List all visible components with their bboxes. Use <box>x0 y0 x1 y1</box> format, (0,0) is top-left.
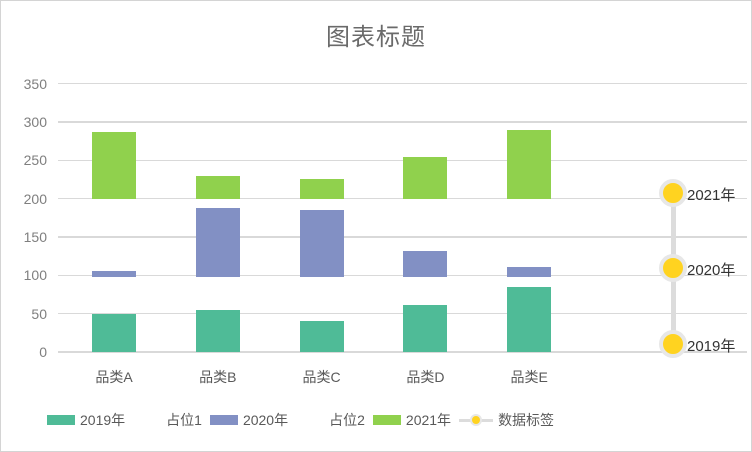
y-axis-tick-label: 0 <box>39 344 47 360</box>
gridline <box>58 312 747 315</box>
legend-swatch <box>296 415 324 425</box>
bar-segment-2021年[interactable] <box>92 131 136 199</box>
gridline <box>58 197 747 200</box>
y-axis-tick-label: 250 <box>23 152 47 169</box>
legend-label: 2020年 <box>242 412 289 428</box>
legend-item-2020年[interactable]: 2020年 <box>209 410 289 430</box>
data-label-marker-icon <box>459 414 494 426</box>
x-axis-category-label: 品类A <box>95 369 133 385</box>
bar-segment-2020年[interactable] <box>403 250 448 277</box>
bar-segment-2019年[interactable] <box>507 286 552 352</box>
bar-segment-2019年[interactable] <box>195 309 240 352</box>
chart-title: 图表标题 <box>326 24 426 51</box>
legend-item-占位2[interactable]: 占位2 <box>296 410 365 430</box>
legend-swatch <box>372 415 401 425</box>
x-axis-category-label: 品类E <box>510 369 548 385</box>
bar-segment-2019年[interactable] <box>403 305 448 352</box>
legend-item-2019年[interactable]: 2019年 <box>47 410 125 430</box>
legend-label: 2021年 <box>405 412 452 428</box>
gridline <box>58 121 747 123</box>
legend-item-占位1[interactable]: 占位1 <box>133 410 202 430</box>
bar-segment-2021年[interactable] <box>299 178 344 199</box>
legend-swatch <box>209 415 238 425</box>
bar-segment-2020年[interactable] <box>299 210 344 277</box>
gridline <box>58 236 747 238</box>
data-label-text: 2019年 <box>687 338 736 356</box>
bar-segment-2019年[interactable] <box>299 320 344 352</box>
gridline <box>58 82 747 85</box>
legend-item-2021年[interactable]: 2021年 <box>372 410 452 430</box>
gridline <box>58 274 747 277</box>
data-label-text: 2021年 <box>687 187 736 205</box>
gridline <box>58 159 747 162</box>
data-label-dot-icon[interactable] <box>659 253 687 282</box>
bar-segment-2021年[interactable] <box>507 129 552 199</box>
bar-segment-2020年[interactable] <box>195 207 240 277</box>
legend-label: 数据标签 <box>498 412 555 428</box>
bar-segment-2020年[interactable] <box>507 266 552 277</box>
x-axis-category-label: 品类C <box>302 369 341 385</box>
y-axis-tick-label: 300 <box>23 114 47 131</box>
y-axis-tick-label: 350 <box>23 75 47 92</box>
bar-segment-2021年[interactable] <box>195 175 240 199</box>
y-axis-tick-label: 100 <box>23 267 47 284</box>
y-axis-tick-label: 200 <box>23 190 47 207</box>
legend-label: 2019年 <box>80 412 126 428</box>
gridline <box>58 351 747 353</box>
bar-segment-2020年[interactable] <box>92 270 136 277</box>
x-axis-category-label: 品类B <box>199 369 237 385</box>
legend-label: 占位2 <box>329 412 365 428</box>
chart-legend: 2019年 占位1 2020年 占位2 2021年 数据标签 <box>47 410 562 430</box>
legend-label: 占位1 <box>166 412 202 428</box>
bar-segment-2021年[interactable] <box>403 156 448 199</box>
data-label-dot-icon[interactable] <box>659 330 687 359</box>
legend-item-数据标签[interactable]: 数据标签 <box>459 410 554 430</box>
data-label-dot-icon[interactable] <box>659 179 687 208</box>
legend-swatch <box>133 415 161 425</box>
marker-dot-icon <box>470 414 483 426</box>
bar-segment-2019年[interactable] <box>92 313 136 352</box>
legend-swatch <box>47 415 75 425</box>
y-axis-tick-label: 50 <box>31 305 47 322</box>
data-label-text: 2020年 <box>687 261 736 279</box>
x-axis-category-label: 品类D <box>406 369 445 385</box>
y-axis-tick-label: 150 <box>23 229 47 245</box>
